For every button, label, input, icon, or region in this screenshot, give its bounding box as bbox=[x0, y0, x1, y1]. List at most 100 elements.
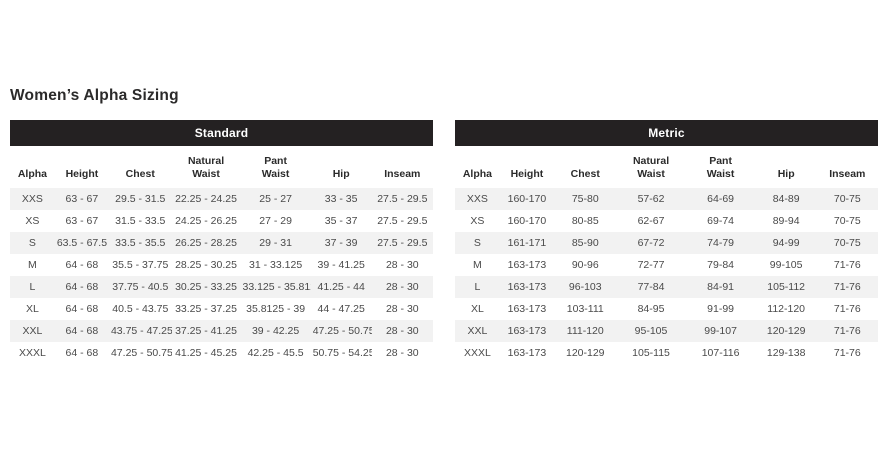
size-row-xs: XS 160-170 80-85 62-67 69-74 89-94 70-75 bbox=[455, 210, 878, 233]
column-header-natural-waist: Natural Waist bbox=[187, 155, 225, 181]
size-row-xl: XL 163-173 103-111 84-95 91-99 112-120 71-76 bbox=[455, 298, 878, 321]
measurement-cell: 129-138 bbox=[766, 347, 806, 360]
measurement-cell: 90-96 bbox=[571, 259, 599, 272]
column-header-height: Height bbox=[65, 168, 99, 181]
measurement-cell: 27.5 - 29.5 bbox=[377, 237, 428, 250]
alpha-size-cell: XS bbox=[470, 215, 485, 228]
measurement-cell: 27 - 29 bbox=[259, 215, 292, 228]
column-header-alpha: Alpha bbox=[17, 168, 47, 181]
alpha-size-cell: XL bbox=[470, 303, 484, 316]
alpha-size-cell: XXXL bbox=[18, 347, 46, 360]
measurement-cell: 22.25 - 24.25 bbox=[175, 193, 237, 206]
measurement-cell: 99-105 bbox=[769, 259, 803, 272]
measurement-cell: 44 - 47.25 bbox=[317, 303, 365, 316]
column-header-natural-waist: Natural Waist bbox=[632, 155, 670, 181]
measurement-cell: 33.5 - 35.5 bbox=[115, 237, 166, 250]
alpha-size-cell: M bbox=[473, 259, 482, 272]
measurement-cell: 69-74 bbox=[707, 215, 735, 228]
measurement-cell: 64 - 68 bbox=[65, 259, 99, 272]
measurement-cell: 64 - 68 bbox=[65, 281, 99, 294]
standard-table-banner: Standard bbox=[10, 120, 433, 146]
measurement-cell: 39 - 41.25 bbox=[317, 259, 365, 272]
measurement-cell: 71-76 bbox=[833, 347, 861, 360]
measurement-cell: 28 - 30 bbox=[385, 325, 419, 338]
metric-sizing-table: Metric Alpha Height Chest Natural Waist Pant… bbox=[455, 120, 878, 365]
measurement-cell: 37.75 - 40.5 bbox=[112, 281, 169, 294]
measurement-cell: 71-76 bbox=[833, 303, 861, 316]
measurement-cell: 103-111 bbox=[566, 303, 604, 316]
measurement-cell: 41.25 - 44 bbox=[317, 281, 365, 294]
size-row-xxxl: XXXL 64 - 68 47.25 - 50.75 41.25 - 45.25 42.… bbox=[10, 342, 433, 365]
measurement-cell: 63 - 67 bbox=[65, 193, 99, 206]
alpha-size-cell: S bbox=[473, 237, 481, 250]
measurement-cell: 63.5 - 67.5 bbox=[56, 237, 108, 250]
measurement-cell: 85-90 bbox=[571, 237, 599, 250]
column-header-chest: Chest bbox=[570, 168, 600, 181]
column-header-hip: Hip bbox=[332, 168, 350, 181]
column-header-inseam: Inseam bbox=[384, 168, 421, 181]
measurement-cell: 35.5 - 37.75 bbox=[112, 259, 169, 272]
column-header-inseam: Inseam bbox=[829, 168, 866, 181]
alpha-size-cell: XXS bbox=[21, 193, 43, 206]
size-row-m: M 64 - 68 35.5 - 37.75 28.25 - 30.25 31 - 33… bbox=[10, 254, 433, 277]
size-row-xxl: XXL 163-173 111-120 95-105 99-107 120-129 71-7… bbox=[455, 320, 878, 343]
measurement-cell: 35.8125 - 39 bbox=[246, 303, 306, 316]
measurement-cell: 105-115 bbox=[632, 347, 670, 360]
alpha-size-cell: M bbox=[28, 259, 37, 272]
measurement-cell: 31 - 33.125 bbox=[249, 259, 303, 272]
measurement-cell: 28 - 30 bbox=[385, 259, 419, 272]
measurement-cell: 33.125 - 35.8125 bbox=[242, 281, 311, 294]
page-title: Women’s Alpha Sizing bbox=[10, 87, 179, 104]
metric-table-banner: Metric bbox=[455, 120, 878, 146]
sizing-tables: Standard Alpha Height Chest Natural Waist Pa… bbox=[10, 120, 878, 365]
measurement-cell: 31.5 - 33.5 bbox=[115, 215, 166, 228]
column-header-row: Alpha Height Chest Natural Waist Pant Waist H… bbox=[455, 146, 878, 188]
size-row-l: L 64 - 68 37.75 - 40.5 30.25 - 33.25 33.125 … bbox=[10, 276, 433, 299]
measurement-cell: 42.25 - 45.5 bbox=[247, 347, 304, 360]
measurement-cell: 35 - 37 bbox=[324, 215, 358, 228]
measurement-cell: 28 - 30 bbox=[385, 281, 419, 294]
measurement-cell: 79-84 bbox=[707, 259, 735, 272]
measurement-cell: 50.75 - 54.25 bbox=[312, 347, 372, 360]
measurement-cell: 112-120 bbox=[767, 303, 806, 316]
measurement-cell: 163-173 bbox=[507, 281, 547, 294]
measurement-cell: 71-76 bbox=[833, 259, 861, 272]
alpha-size-cell: XXXL bbox=[463, 347, 491, 360]
measurement-cell: 63 - 67 bbox=[65, 215, 99, 228]
alpha-size-cell: XXL bbox=[22, 325, 43, 338]
measurement-cell: 163-173 bbox=[507, 325, 547, 338]
measurement-cell: 27.5 - 29.5 bbox=[377, 215, 428, 228]
measurement-cell: 70-75 bbox=[833, 237, 861, 250]
metric-table: Alpha Height Chest Natural Waist Pant Waist H… bbox=[455, 146, 878, 365]
measurement-cell: 80-85 bbox=[571, 215, 599, 228]
measurement-cell: 33.25 - 37.25 bbox=[175, 303, 237, 316]
measurement-cell: 57-62 bbox=[637, 193, 665, 206]
alpha-size-cell: XXS bbox=[466, 193, 488, 206]
measurement-cell: 47.25 - 50.75 bbox=[312, 325, 372, 338]
measurement-cell: 29 - 31 bbox=[259, 237, 292, 250]
measurement-cell: 62-67 bbox=[637, 215, 665, 228]
measurement-cell: 70-75 bbox=[833, 193, 861, 206]
measurement-cell: 41.25 - 45.25 bbox=[175, 347, 237, 360]
measurement-cell: 99-107 bbox=[704, 325, 737, 338]
measurement-cell: 120-129 bbox=[766, 325, 806, 338]
measurement-cell: 89-94 bbox=[772, 215, 800, 228]
measurement-cell: 75-80 bbox=[571, 193, 599, 206]
measurement-cell: 161-171 bbox=[507, 237, 547, 250]
column-header-row: Alpha Height Chest Natural Waist Pant Waist H… bbox=[10, 146, 433, 188]
measurement-cell: 67-72 bbox=[637, 237, 665, 250]
measurement-cell: 33 - 35 bbox=[324, 193, 358, 206]
alpha-size-cell: L bbox=[474, 281, 481, 294]
measurement-cell: 160-170 bbox=[507, 215, 547, 228]
measurement-cell: 163-173 bbox=[507, 347, 547, 360]
alpha-size-cell: XS bbox=[25, 215, 40, 228]
measurement-cell: 71-76 bbox=[833, 281, 861, 294]
standard-table: Alpha Height Chest Natural Waist Pant Waist H… bbox=[10, 146, 433, 365]
column-header-pant-waist: Pant Waist bbox=[706, 155, 735, 181]
measurement-cell: 95-105 bbox=[634, 325, 668, 338]
measurement-cell: 91-99 bbox=[707, 303, 735, 316]
measurement-cell: 111-120 bbox=[566, 325, 604, 338]
measurement-cell: 74-79 bbox=[707, 237, 735, 250]
measurement-cell: 28.25 - 30.25 bbox=[175, 259, 237, 272]
